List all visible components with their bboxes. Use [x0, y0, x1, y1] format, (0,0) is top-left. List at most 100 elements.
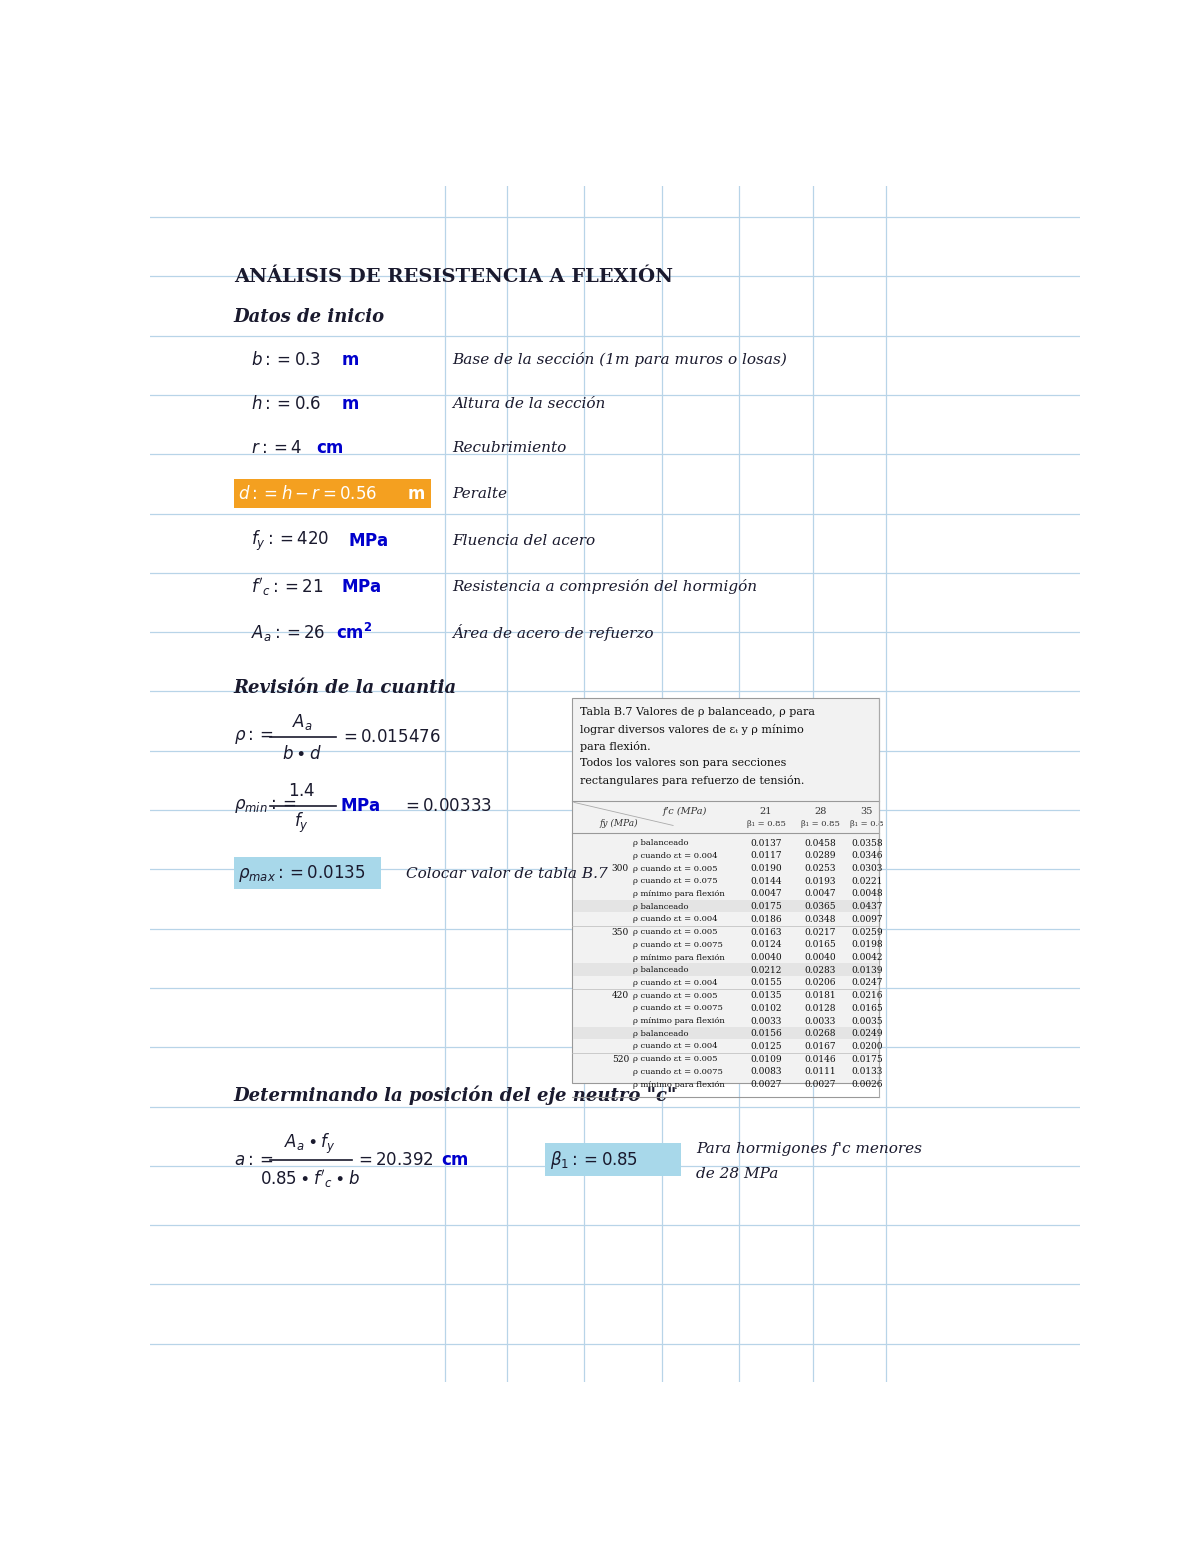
Text: $\mathbf{MPa}$: $\mathbf{MPa}$	[348, 531, 389, 550]
Text: 0.0135: 0.0135	[750, 991, 782, 1000]
Text: ρ cuando εt = 0.005: ρ cuando εt = 0.005	[632, 992, 718, 1000]
Text: 0.0216: 0.0216	[851, 991, 883, 1000]
Text: 0.0097: 0.0097	[851, 915, 883, 924]
Text: 0.0139: 0.0139	[851, 966, 883, 975]
Text: 0.0221: 0.0221	[851, 877, 882, 885]
Text: ρ cuando εt = 0.0075: ρ cuando εt = 0.0075	[632, 1068, 722, 1076]
Text: 520: 520	[612, 1054, 629, 1064]
Text: fy (MPa): fy (MPa)	[600, 820, 638, 828]
Bar	[572, 699, 878, 1084]
Text: ρ mínimo para flexión: ρ mínimo para flexión	[632, 1017, 725, 1025]
Text: Revisión de la cuantia: Revisión de la cuantia	[234, 679, 457, 697]
Text: Fluencia del acero: Fluencia del acero	[452, 534, 595, 548]
Text: $A_a$: $A_a$	[292, 711, 312, 731]
Text: $d := h - r = 0.56$: $d := h - r = 0.56$	[239, 486, 378, 503]
Text: ρ cuando εt = 0.005: ρ cuando εt = 0.005	[632, 1054, 718, 1064]
Text: $\mathbf{cm}$: $\mathbf{cm}$	[440, 1151, 468, 1169]
Text: 0.0146: 0.0146	[804, 1054, 836, 1064]
Text: 350: 350	[612, 927, 629, 936]
Text: 0.0253: 0.0253	[805, 863, 836, 873]
Text: Recubrimiento: Recubrimiento	[452, 441, 566, 455]
Text: 0.0155: 0.0155	[750, 978, 782, 988]
Text: 0.0437: 0.0437	[851, 902, 883, 912]
Text: 0.0167: 0.0167	[804, 1042, 836, 1051]
Text: $= 0.00333$: $= 0.00333$	[402, 797, 492, 815]
Text: $A_a \bullet f_y$: $A_a \bullet f_y$	[284, 1132, 336, 1155]
Text: ρ mínimo para flexión: ρ mínimo para flexión	[632, 954, 725, 961]
Text: 0.0181: 0.0181	[804, 991, 836, 1000]
Text: $b \bullet d$: $b \bullet d$	[282, 745, 322, 763]
Text: 0.0458: 0.0458	[804, 839, 836, 848]
Text: 0.0047: 0.0047	[804, 890, 836, 899]
Text: Base de la sección (1m para muros o losas): Base de la sección (1m para muros o losa…	[452, 353, 787, 367]
Text: Peralte: Peralte	[452, 488, 508, 502]
Text: β₁ = 0.8: β₁ = 0.8	[850, 820, 883, 828]
Text: $= 20.392$: $= 20.392$	[355, 1151, 434, 1169]
Text: Altura de la sección: Altura de la sección	[452, 398, 606, 412]
Bar	[234, 478, 431, 508]
Text: $\beta_1 := 0.85$: $\beta_1 := 0.85$	[550, 1149, 638, 1171]
Text: 0.0109: 0.0109	[750, 1054, 782, 1064]
Text: 0.0035: 0.0035	[851, 1017, 883, 1025]
Text: 0.0040: 0.0040	[750, 954, 782, 961]
Text: $= 0.015476$: $= 0.015476$	[340, 728, 440, 745]
Text: $\mathbf{cm^2}$: $\mathbf{cm^2}$	[336, 623, 372, 643]
Text: 0.0128: 0.0128	[805, 1003, 836, 1013]
Text: ρ cuando εt = 0.004: ρ cuando εt = 0.004	[632, 853, 718, 860]
Text: ρ cuando εt = 0.005: ρ cuando εt = 0.005	[632, 865, 718, 873]
Text: 0.0200: 0.0200	[851, 1042, 883, 1051]
Bar	[574, 963, 877, 975]
Text: $r :=4$: $r :=4$	[251, 439, 301, 457]
Text: $b :=0.3$: $b :=0.3$	[251, 351, 320, 368]
Text: 0.0165: 0.0165	[851, 1003, 883, 1013]
Text: ρ cuando εt = 0.004: ρ cuando εt = 0.004	[632, 1042, 718, 1050]
Text: 0.0365: 0.0365	[804, 902, 836, 912]
Text: 0.0193: 0.0193	[805, 877, 836, 885]
Text: $0.85 \bullet f'_c \bullet b$: $0.85 \bullet f'_c \bullet b$	[259, 1168, 360, 1190]
Text: Colocar valor de tabla B.7: Colocar valor de tabla B.7	[406, 867, 607, 881]
Text: 0.0117: 0.0117	[750, 851, 782, 860]
Text: $A_a :=26$: $A_a :=26$	[251, 623, 325, 643]
Text: 0.0217: 0.0217	[805, 927, 836, 936]
Text: $f'_c :=21$: $f'_c :=21$	[251, 576, 323, 598]
Text: $\rho_{max} :=0.0135$: $\rho_{max} :=0.0135$	[239, 863, 366, 885]
Text: rectangulares para refuerzo de tensión.: rectangulares para refuerzo de tensión.	[580, 775, 804, 786]
Text: ρ mínimo para flexión: ρ mínimo para flexión	[632, 890, 725, 898]
Text: 35: 35	[860, 808, 874, 815]
Text: 0.0156: 0.0156	[750, 1030, 782, 1039]
Text: 0.0346: 0.0346	[851, 851, 883, 860]
Text: β₁ = 0.85: β₁ = 0.85	[800, 820, 840, 828]
Text: 0.0027: 0.0027	[750, 1079, 782, 1089]
Text: ρ cuando εt = 0.0075: ρ cuando εt = 0.0075	[632, 1005, 722, 1013]
Text: Para hormigones f'c menores: Para hormigones f'c menores	[696, 1141, 923, 1155]
Text: 0.0083: 0.0083	[750, 1067, 782, 1076]
Text: $f_y$: $f_y$	[294, 811, 310, 836]
Text: ANÁLISIS DE RESISTENCIA A FLEXIÓN: ANÁLISIS DE RESISTENCIA A FLEXIÓN	[234, 269, 673, 286]
Text: 0.0283: 0.0283	[805, 966, 836, 975]
Text: f'c (MPa): f'c (MPa)	[662, 808, 707, 817]
Text: 0.0268: 0.0268	[805, 1030, 836, 1039]
Text: $h :=0.6$: $h :=0.6$	[251, 396, 322, 413]
Text: $1.4$: $1.4$	[288, 781, 316, 800]
Text: Resistencia a compresión del hormigón: Resistencia a compresión del hormigón	[452, 579, 757, 595]
Text: 0.0190: 0.0190	[750, 863, 782, 873]
Text: $\rho :=$: $\rho :=$	[234, 728, 274, 745]
Text: 28: 28	[814, 808, 827, 815]
Text: 0.0125: 0.0125	[750, 1042, 782, 1051]
Text: Área de acero de refuerzo: Área de acero de refuerzo	[452, 624, 654, 641]
Text: 0.0212: 0.0212	[750, 966, 782, 975]
Text: 0.0133: 0.0133	[851, 1067, 882, 1076]
Text: 0.0165: 0.0165	[804, 940, 836, 949]
Text: 0.0048: 0.0048	[851, 890, 883, 899]
Text: 0.0137: 0.0137	[750, 839, 782, 848]
Text: $a :=$: $a :=$	[234, 1151, 274, 1169]
Text: ρ cuando εt = 0.075: ρ cuando εt = 0.075	[632, 877, 718, 885]
Text: 0.0124: 0.0124	[750, 940, 782, 949]
Text: 0.0033: 0.0033	[805, 1017, 836, 1025]
Text: 0.0040: 0.0040	[804, 954, 836, 961]
Text: 0.0358: 0.0358	[851, 839, 883, 848]
Text: ρ mínimo para flexión: ρ mínimo para flexión	[632, 1081, 725, 1089]
Text: $\mathbf{m}$: $\mathbf{m}$	[341, 396, 359, 413]
Text: 0.0348: 0.0348	[805, 915, 836, 924]
Text: 0.0259: 0.0259	[851, 927, 883, 936]
